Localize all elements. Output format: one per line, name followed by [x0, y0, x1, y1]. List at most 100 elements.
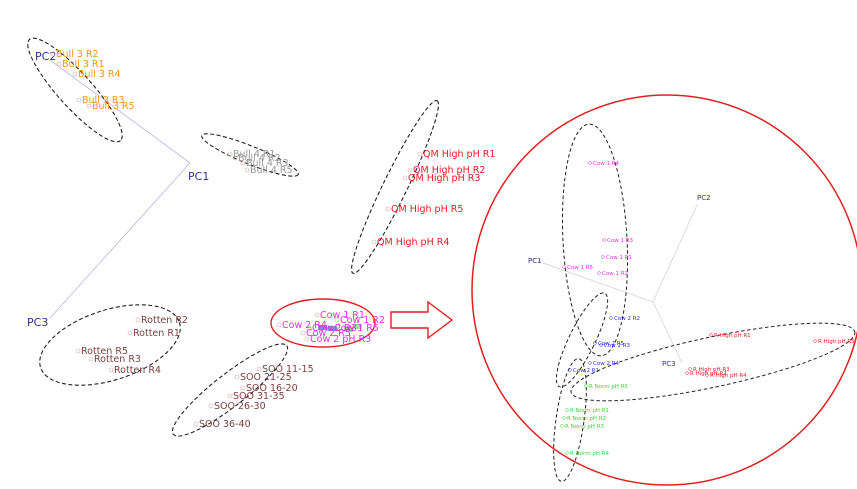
cow-cluster-overlap — [318, 324, 362, 332]
main-point-bull-3-r1 — [56, 61, 62, 67]
zoom-point-r-high-ph-r1 — [709, 333, 713, 337]
main-label-rotten-r5: Rotten R5 — [81, 346, 128, 357]
main-point-bull-4-r2 — [232, 155, 238, 161]
main-axis-line-pc2 — [49, 59, 191, 164]
main-label-cow-2-r3: Cow 2 R3 — [312, 323, 357, 334]
zoom-cluster-ellipse-cow-2 — [555, 292, 609, 388]
main-label-cow-2-r5: Cow 2 R5 — [306, 328, 351, 339]
zoom-point-cow-2-r1 — [568, 368, 572, 372]
main-label-qm-high-ph-r5: QM High pH R5 — [391, 204, 463, 215]
main-point-cow-2-ph-r3 — [304, 336, 310, 342]
main-label-bull-3-r3: Bull 3 R3 — [82, 95, 125, 106]
zoom-point-cow-2-r4 — [588, 361, 592, 365]
main-label-bull-3-r2: Bull 3 R2 — [56, 49, 99, 60]
zoom-label-r-high-ph-r4: R High pH R4 — [710, 373, 747, 379]
main-label-bull-4-r3: Bull 4 R3 — [246, 158, 289, 169]
main-point-rotten-r4 — [108, 367, 114, 373]
main-point-bull-3-r3 — [76, 97, 82, 103]
zoom-point-r-high-ph-r5 — [813, 339, 817, 343]
zoom-label-r-high-ph-r3: R High pH R3 — [693, 367, 730, 373]
main-point-soo-21-25 — [234, 374, 240, 380]
zoom-cluster-ellipse-r-high-ph — [570, 322, 856, 402]
main-point-cow-2-r5 — [300, 330, 306, 336]
zoom-label-cow-2-r4: Cow 2 R4 — [593, 361, 620, 367]
main-axis-label-pc3: PC3 — [27, 316, 48, 329]
main-point-qm-high-ph-r4 — [371, 239, 377, 245]
main-label-rotten-r2: Rotten R2 — [141, 315, 188, 326]
zoom-point-r-high-ph-r3 — [688, 367, 692, 371]
zoom-axis-label-pc2: PC2 — [697, 194, 711, 202]
main-label-rotten-r1: Rotten R1 — [133, 328, 180, 339]
zoom-point-cow-2-r2 — [609, 316, 613, 320]
callout-arrow — [390, 300, 454, 340]
main-label-soo-16-20: SOO 16-20 — [246, 383, 298, 394]
zoom-label-r-norm-ph-r4: R Norm pH R4 — [570, 451, 610, 457]
main-label-cow-1-r5: Cow 1 R5 — [334, 323, 379, 334]
zoom-label-r-norm-ph-r5: R Norm pH R5 — [589, 384, 629, 390]
main-point-bull-4-r3 — [240, 160, 246, 166]
main-point-cow-1-r2 — [334, 317, 340, 323]
main-point-cow-1-r1 — [314, 312, 320, 318]
main-label-cow-1-r2: Cow 1 R2 — [340, 315, 385, 326]
main-label-bull-4-r5: Bull 4 R5 — [250, 165, 293, 176]
zoom-point-r-norm-ph-r5 — [584, 384, 588, 388]
main-point-bull-3-r5 — [86, 103, 92, 109]
main-point-cow-2-r3 — [306, 325, 312, 331]
zoom-point-cow-1-r5 — [562, 265, 566, 269]
main-point-bull-3-r4 — [72, 71, 78, 77]
zoom-point-r-norm-ph-r3 — [560, 424, 564, 428]
zoom-label-cow-1-r1: Cow 1 R1 — [606, 255, 632, 261]
main-label-cow-2-ph-r3: Cow 2 pH R3 — [310, 334, 371, 345]
zoom-point-cow-2-r5 — [593, 341, 597, 345]
main-label-qm-high-ph-r4: QM High pH R4 — [377, 237, 449, 248]
main-label-bull-3-r1: Bull 3 R1 — [62, 59, 105, 70]
main-point-bull-4-r1 — [227, 151, 233, 157]
highlight-ellipse — [270, 298, 376, 348]
zoom-axis-label-pc1: PC1 — [528, 257, 542, 265]
main-axis-line-pc3 — [49, 162, 191, 319]
zoom-axis-line-pc3 — [652, 301, 683, 364]
main-label-bull-3-r5: Bull 3 R5 — [92, 101, 135, 112]
main-point-bull-3-r2 — [50, 51, 56, 57]
main-cluster-ellipse-bull-3 — [27, 37, 123, 143]
main-label-soo-31-35: SOO 31-35 — [233, 391, 285, 402]
main-point-qm-high-ph-r2 — [407, 167, 413, 173]
zoom-label-r-high-ph-r1: R High pH R1 — [714, 333, 751, 339]
main-label-qm-high-ph-r2: QM High pH R2 — [413, 165, 485, 176]
zoom-label-r-norm-ph-r2: R Norm pH R2 — [567, 416, 606, 422]
main-point-rotten-r1 — [127, 330, 133, 336]
zoom-cluster-ellipse-r-norm-ph — [553, 358, 587, 482]
zoom-cluster-ellipse-cow-1 — [561, 123, 629, 357]
main-label-cow-1-r1: Cow 1 R1 — [320, 310, 365, 321]
main-label-bull-4-r2: Bull 4 R2 — [238, 153, 281, 164]
zoom-cluster-ellipses — [553, 123, 856, 482]
zoom-point-cow-2-r3 — [599, 343, 603, 347]
main-label-soo-21-25: SOO 21-25 — [240, 372, 292, 383]
zoom-labels: Cow 1 R4 Cow 1 R3 Cow 1 R1 Cow 1 R5 Cow 1 R2… — [565, 161, 855, 457]
main-point-soo-11-15 — [256, 366, 262, 372]
zoom-label-r-high-ph-r5: R High pH R5 — [818, 339, 855, 345]
main-cluster-ellipses — [27, 37, 439, 437]
main-cluster-ellipse-rotten — [39, 304, 181, 386]
main-label-cow-2-r4: Cow 2 R4 — [282, 320, 327, 331]
overlap-mark — [318, 325, 327, 330]
main-point-qm-high-ph-r5 — [385, 206, 391, 212]
zoom-points — [560, 161, 817, 455]
zoom-point-r-high-ph-r2 — [685, 371, 689, 375]
main-point-qm-high-ph-r1 — [417, 151, 423, 157]
main-point-soo-31-35 — [227, 393, 233, 399]
main-point-qm-high-ph-r3 — [402, 175, 408, 181]
overlap-mark — [353, 324, 362, 329]
zoom-point-r-norm-ph-r2 — [562, 416, 566, 420]
zoom-axis-label-pc3: PC3 — [662, 360, 676, 368]
zoom-axis-line-pc1 — [542, 262, 654, 303]
main-point-bull-4-r5 — [244, 167, 250, 173]
main-point-rotten-r5 — [75, 348, 81, 354]
main-cluster-ellipse-soo — [171, 343, 289, 437]
zoom-label-r-norm-ph-r1: R Norm pH R1 — [570, 408, 609, 414]
zoom-point-cow-1-r1 — [601, 255, 605, 259]
zoom-callout — [390, 94, 857, 486]
